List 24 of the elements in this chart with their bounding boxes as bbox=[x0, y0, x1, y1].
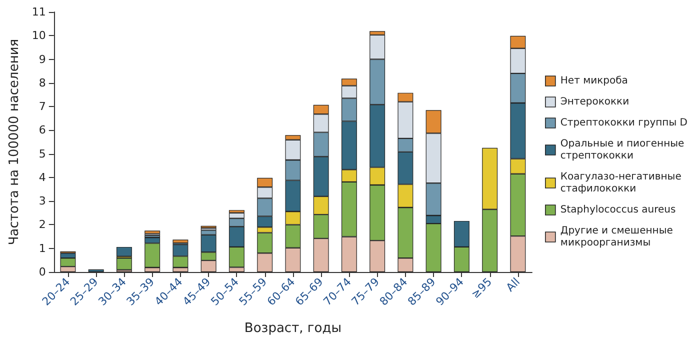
x-tick-label: All bbox=[504, 275, 523, 294]
y-tick-label: 9 bbox=[38, 52, 46, 66]
y-tick-label: 8 bbox=[38, 76, 46, 90]
y-tick-label: 2 bbox=[38, 218, 46, 232]
y-tick-label: 5 bbox=[38, 147, 46, 160]
x-axis-title: Возраст, годы bbox=[244, 321, 342, 336]
y-tick-label: 11 bbox=[32, 6, 46, 18]
y-tick-label: 7 bbox=[38, 100, 46, 114]
y-tick-label: 3 bbox=[38, 194, 46, 208]
legend-label: Нет микроба bbox=[560, 76, 628, 86]
legend-label: Коагулазо-негативные стафилококки bbox=[560, 172, 682, 194]
y-tick-label: 4 bbox=[38, 170, 46, 184]
legend-label: Другие и смешенные микроорганизмы bbox=[560, 226, 673, 248]
y-tick-label: 6 bbox=[38, 124, 46, 137]
legend-label: Оральные и пиогенные стрептококки bbox=[560, 138, 684, 162]
legend-label: Энтерококки bbox=[560, 96, 630, 108]
legend-label: Staphylococcus aureus bbox=[560, 204, 676, 216]
y-tick-label: 0 bbox=[38, 266, 46, 278]
bar bbox=[144, 230, 160, 234]
y-axis-title: Частота на 100000 населения bbox=[7, 38, 22, 246]
bar bbox=[88, 269, 104, 272]
legend-label: Стрептококки группы D bbox=[560, 118, 688, 128]
y-tick-label: 10 bbox=[32, 29, 46, 42]
y-tick-label: 1 bbox=[38, 242, 46, 255]
